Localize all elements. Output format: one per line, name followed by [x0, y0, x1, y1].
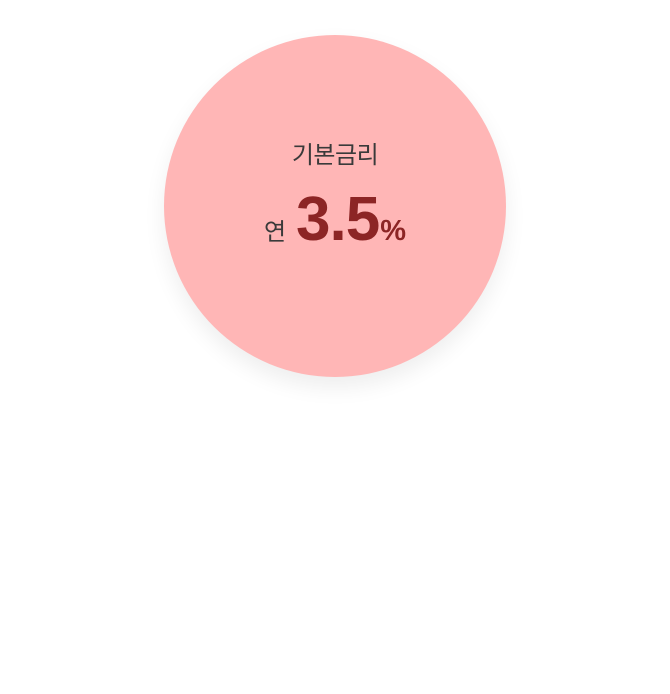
basic-rate-circle: 기본금리 연 3.5 %: [164, 35, 506, 377]
rate-prefix-label: 연: [263, 218, 287, 246]
basic-rate-title: 기본금리: [291, 141, 379, 169]
rate-value: 3.5: [296, 185, 380, 254]
basic-rate-value-row: 연 3.5 %: [164, 185, 506, 255]
rate-unit: %: [380, 215, 407, 247]
